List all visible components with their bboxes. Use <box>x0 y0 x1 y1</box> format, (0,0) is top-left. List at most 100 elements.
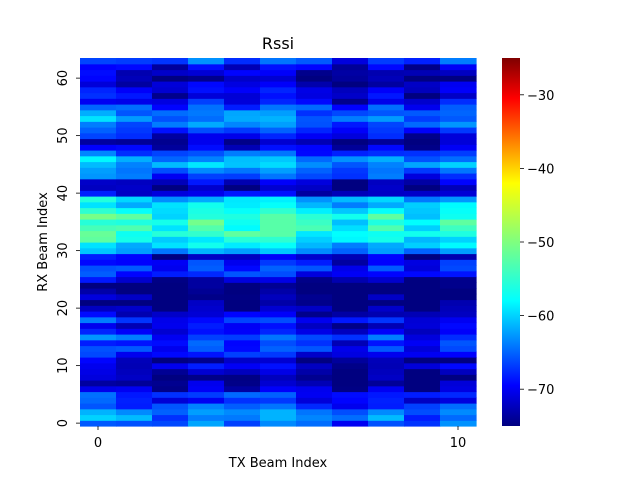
heatmap-cell <box>80 397 117 403</box>
heatmap-cell <box>152 144 189 150</box>
heatmap-cell <box>368 259 405 265</box>
heatmap-cell <box>440 70 477 76</box>
heatmap-cell <box>116 213 153 219</box>
heatmap-cell <box>116 259 153 265</box>
heatmap-cell <box>296 64 333 70</box>
heatmap-cell <box>152 323 189 329</box>
heatmap-cell <box>80 386 117 392</box>
heatmap-cell <box>404 236 441 242</box>
heatmap-cell <box>368 121 405 127</box>
heatmap-cell <box>404 346 441 352</box>
heatmap-cell <box>368 173 405 179</box>
heatmap-cell <box>80 415 117 421</box>
heatmap-cell <box>80 277 117 283</box>
heatmap-cell <box>152 208 189 214</box>
heatmap-cell <box>80 265 117 271</box>
heatmap-cell <box>116 179 153 185</box>
heatmap-cell <box>224 392 261 398</box>
y-tick-label: 40 <box>56 185 71 202</box>
heatmap-cell <box>332 294 369 300</box>
heatmap-cell <box>368 190 405 196</box>
heatmap-cell <box>296 409 333 415</box>
heatmap-cell <box>404 334 441 340</box>
heatmap-cell <box>116 219 153 225</box>
heatmap-cell <box>332 242 369 248</box>
heatmap-cell <box>224 259 261 265</box>
heatmap-cell <box>440 156 477 162</box>
heatmap-cell <box>80 259 117 265</box>
heatmap-cell <box>296 116 333 122</box>
heatmap-cell <box>188 190 225 196</box>
heatmap-cell <box>332 300 369 306</box>
heatmap-cell <box>116 196 153 202</box>
heatmap-cell <box>116 248 153 254</box>
heatmap-cell <box>260 357 297 363</box>
heatmap-cell <box>260 162 297 168</box>
heatmap-cell <box>368 133 405 139</box>
heatmap-cell <box>332 219 369 225</box>
heatmap-cell <box>260 150 297 156</box>
heatmap-cell <box>116 144 153 150</box>
heatmap-cell <box>440 58 477 64</box>
heatmap-cell <box>80 196 117 202</box>
heatmap-cell <box>116 294 153 300</box>
heatmap-cell <box>296 190 333 196</box>
heatmap-cell <box>188 231 225 237</box>
x-axis-label: TX Beam Index <box>228 456 328 471</box>
heatmap-cell <box>260 70 297 76</box>
heatmap-cell <box>440 363 477 369</box>
heatmap-cell <box>440 196 477 202</box>
heatmap-cell <box>368 282 405 288</box>
heatmap-cell <box>368 185 405 191</box>
heatmap-cell <box>404 104 441 110</box>
heatmap-cell <box>188 75 225 81</box>
heatmap-cell <box>296 346 333 352</box>
heatmap-cell <box>332 357 369 363</box>
heatmap-cell <box>296 202 333 208</box>
heatmap-cell <box>188 259 225 265</box>
heatmap-cell <box>152 294 189 300</box>
heatmap-cell <box>188 282 225 288</box>
heatmap-cell <box>440 305 477 311</box>
heatmap-cell <box>188 87 225 93</box>
heatmap-cell <box>152 167 189 173</box>
heatmap-cell <box>188 323 225 329</box>
heatmap-cell <box>152 397 189 403</box>
heatmap-cell <box>116 351 153 357</box>
heatmap-cell <box>404 323 441 329</box>
heatmap-cell <box>116 305 153 311</box>
heatmap-cell <box>296 104 333 110</box>
heatmap-cell <box>404 305 441 311</box>
heatmap-cell <box>152 248 189 254</box>
heatmap-cell <box>368 196 405 202</box>
heatmap-cell <box>404 225 441 231</box>
heatmap-cell <box>188 305 225 311</box>
heatmap-cell <box>404 403 441 409</box>
heatmap-cell <box>440 300 477 306</box>
heatmap-cell <box>296 248 333 254</box>
heatmap-cell <box>188 208 225 214</box>
heatmap-cell <box>260 415 297 421</box>
heatmap-cell <box>224 75 261 81</box>
heatmap-cell <box>152 231 189 237</box>
heatmap-cell <box>260 374 297 380</box>
heatmap-cell <box>404 294 441 300</box>
heatmap-cell <box>440 317 477 323</box>
heatmap-cell <box>152 116 189 122</box>
heatmap-cell <box>260 196 297 202</box>
heatmap-cell <box>80 116 117 122</box>
heatmap-cell <box>332 208 369 214</box>
heatmap-cell <box>116 127 153 133</box>
heatmap-cell <box>152 357 189 363</box>
x-axis-ticks: 0 10 <box>94 426 466 451</box>
heatmap-cell <box>116 121 153 127</box>
heatmap-cell <box>296 380 333 386</box>
heatmap-cell <box>224 93 261 99</box>
heatmap-cell <box>332 236 369 242</box>
heatmap-cell <box>404 110 441 116</box>
heatmap-cell <box>116 357 153 363</box>
heatmap-cell <box>152 213 189 219</box>
heatmap-cell <box>188 254 225 260</box>
heatmap-cell <box>440 420 477 426</box>
heatmap-cell <box>296 185 333 191</box>
